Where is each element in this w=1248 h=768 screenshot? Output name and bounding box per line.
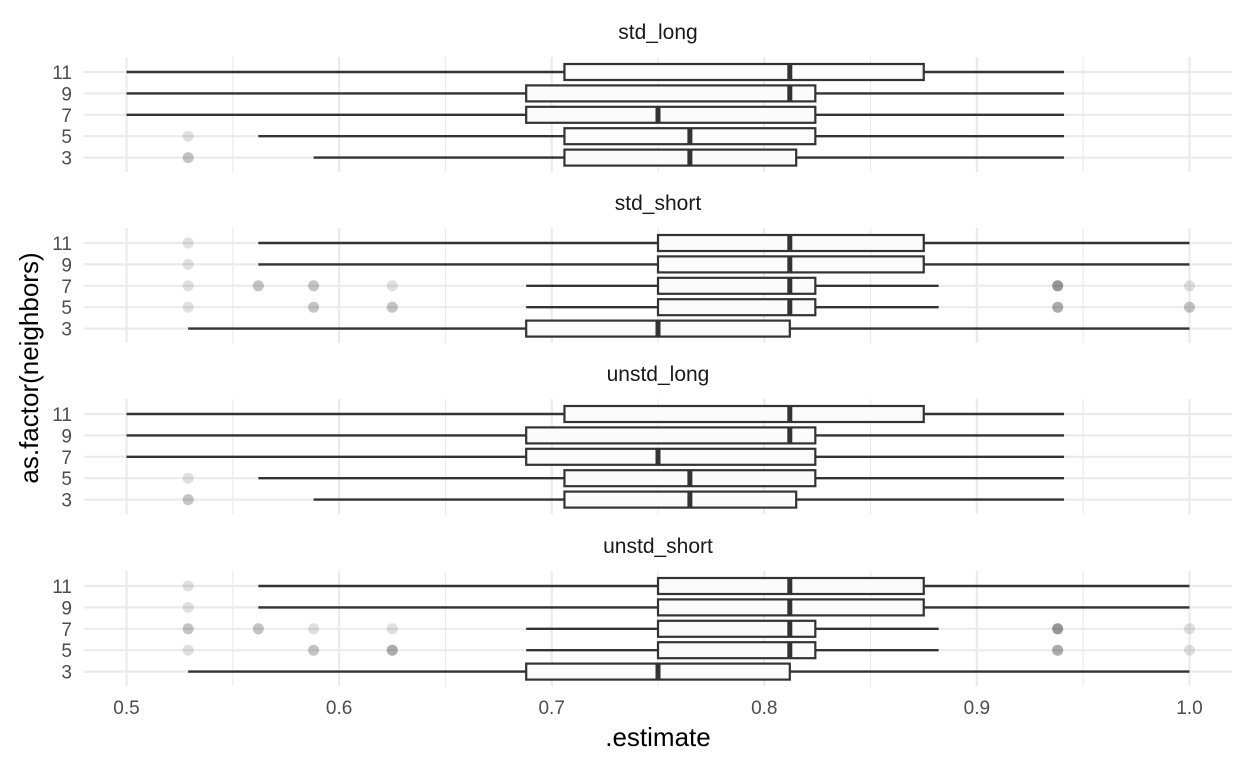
facet-strip-label: unstd_short <box>603 535 713 558</box>
outlier-point <box>308 280 320 292</box>
iqr-box <box>525 426 817 445</box>
outlier-point <box>252 623 264 635</box>
iqr-box <box>656 641 817 660</box>
outlier-point <box>1183 280 1195 292</box>
outlier-point <box>252 280 264 292</box>
outlier-point <box>252 280 264 292</box>
outlier-point <box>1052 623 1064 635</box>
outlier-point <box>182 301 194 313</box>
y-tick-label: 5 <box>61 469 72 490</box>
facet-strip-label: std_short <box>615 192 702 215</box>
outlier-point <box>308 301 320 313</box>
outlier-point <box>1183 623 1195 635</box>
iqr-box <box>656 276 817 295</box>
outlier-point <box>182 152 194 164</box>
y-tick-label: 7 <box>61 277 72 298</box>
outlier-point <box>182 623 194 635</box>
outlier-point <box>182 494 194 506</box>
x-axis-title: .estimate <box>605 722 711 752</box>
y-tick-label: 9 <box>61 598 72 619</box>
y-tick-label: 11 <box>52 405 72 426</box>
outlier-point <box>1052 301 1064 313</box>
outlier-point <box>182 623 194 635</box>
iqr-box <box>563 62 925 82</box>
outlier-point <box>1183 301 1195 313</box>
outlier-point <box>1052 301 1064 313</box>
outlier-point <box>182 580 194 592</box>
facet-strip-label: std_long <box>618 21 697 44</box>
y-tick-label: 11 <box>52 577 72 598</box>
outlier-point <box>308 644 320 656</box>
iqr-box <box>525 447 817 466</box>
x-tick-label: 1.0 <box>1176 698 1202 719</box>
outlier-point <box>182 130 194 142</box>
iqr-box <box>563 490 798 509</box>
iqr-box <box>525 105 817 124</box>
outlier-point <box>1052 623 1064 635</box>
y-tick-label: 3 <box>61 663 72 684</box>
y-tick-label: 5 <box>61 298 72 319</box>
outlier-point <box>308 644 320 656</box>
y-tick-label: 3 <box>61 149 72 170</box>
outlier-point <box>252 623 264 635</box>
x-tick-label: 0.7 <box>538 698 564 719</box>
y-tick-label: 11 <box>52 63 72 84</box>
outlier-point <box>386 623 398 635</box>
outlier-point <box>182 280 194 292</box>
y-tick-label: 3 <box>61 320 72 341</box>
y-tick-label: 7 <box>61 448 72 469</box>
outlier-point <box>1052 623 1064 635</box>
outlier-point <box>182 152 194 164</box>
outlier-point <box>182 644 194 656</box>
outlier-point <box>1052 644 1064 656</box>
y-tick-label: 11 <box>52 234 72 255</box>
outlier-point <box>1052 644 1064 656</box>
y-tick-label: 3 <box>61 491 72 512</box>
y-tick-label: 7 <box>61 620 72 641</box>
outlier-point <box>386 301 398 313</box>
iqr-box <box>563 148 798 167</box>
x-tick-label: 0.6 <box>326 698 352 719</box>
outlier-point <box>1052 280 1064 292</box>
outlier-point <box>182 601 194 613</box>
outlier-point <box>386 301 398 313</box>
outlier-point <box>308 623 320 635</box>
x-tick-label: 0.9 <box>964 698 990 719</box>
y-axis-title: as.factor(neighbors) <box>14 252 44 483</box>
outlier-point <box>1052 623 1064 635</box>
y-tick-label: 5 <box>61 127 72 148</box>
outlier-point <box>1183 644 1195 656</box>
outlier-point <box>1052 280 1064 292</box>
outlier-point <box>1052 301 1064 313</box>
iqr-box <box>563 404 925 424</box>
y-tick-label: 7 <box>61 106 72 127</box>
x-tick-label: 0.8 <box>751 698 777 719</box>
outlier-point <box>1052 280 1064 292</box>
iqr-box <box>525 84 817 103</box>
x-tick-label: 0.5 <box>113 698 139 719</box>
outlier-point <box>182 494 194 506</box>
iqr-box <box>656 619 817 638</box>
outlier-point <box>182 472 194 484</box>
outlier-point <box>386 644 398 656</box>
facet-strip-label: unstd_long <box>607 363 710 386</box>
outlier-point <box>182 258 194 270</box>
outlier-point <box>308 280 320 292</box>
outlier-point <box>386 644 398 656</box>
outlier-point <box>308 301 320 313</box>
outlier-point <box>182 237 194 249</box>
outlier-point <box>386 644 398 656</box>
y-tick-label: 5 <box>61 641 72 662</box>
outlier-point <box>386 280 398 292</box>
iqr-box <box>656 298 817 317</box>
y-tick-label: 9 <box>61 84 72 105</box>
y-tick-label: 9 <box>61 426 72 447</box>
y-tick-label: 9 <box>61 255 72 276</box>
outlier-point <box>1183 301 1195 313</box>
outlier-point <box>1052 280 1064 292</box>
outlier-point <box>1052 644 1064 656</box>
